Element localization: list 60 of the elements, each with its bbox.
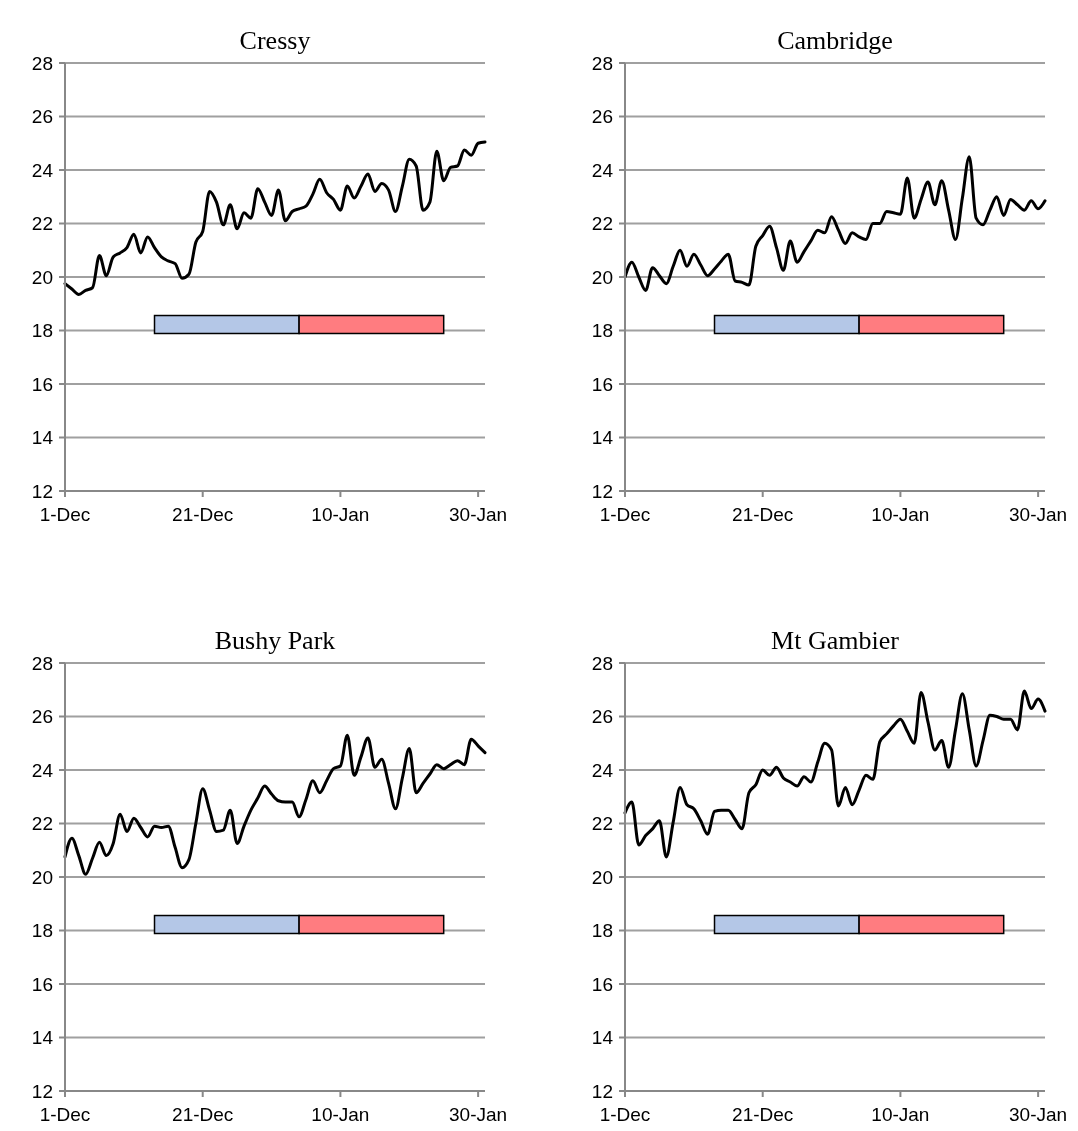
x-tick-label: 1-Dec xyxy=(599,1104,651,1125)
x-tick-label: 30-Jan xyxy=(1009,1104,1068,1125)
x-tick-label: 10-Jan xyxy=(311,1104,370,1125)
y-tick-label: 24 xyxy=(591,159,614,181)
y-tick-label: 24 xyxy=(591,759,614,781)
y-tick-label: 22 xyxy=(31,813,53,835)
line-series xyxy=(623,689,1047,859)
x-tick-label: 21-Dec xyxy=(732,504,794,525)
y-tick-label: 16 xyxy=(591,973,613,995)
y-tick-label: 22 xyxy=(31,213,53,235)
y-tick-label: 26 xyxy=(591,106,613,128)
y-tick-label: 12 xyxy=(31,480,53,502)
x-tick-label: 1-Dec xyxy=(599,504,651,525)
y-tick-label: 24 xyxy=(31,159,54,181)
y-tick-label: 12 xyxy=(591,1080,613,1102)
y-tick-label: 14 xyxy=(591,1027,614,1049)
y-tick-label: 20 xyxy=(591,266,613,288)
x-tick-label: 10-Jan xyxy=(871,1104,930,1125)
y-tick-label: 16 xyxy=(31,973,53,995)
y-tick-label: 20 xyxy=(31,866,53,888)
y-tick-label: 14 xyxy=(31,427,54,449)
x-tick-label: 30-Jan xyxy=(449,504,508,525)
y-tick-label: 26 xyxy=(31,106,53,128)
y-tick-label: 18 xyxy=(31,920,53,942)
y-tick-label: 24 xyxy=(31,759,54,781)
x-tick-label: 21-Dec xyxy=(732,1104,794,1125)
chart-title: Bushy Park xyxy=(214,626,336,655)
x-tick-label: 1-Dec xyxy=(39,504,91,525)
y-tick-label: 12 xyxy=(591,480,613,502)
y-tick-label: 16 xyxy=(591,373,613,395)
y-tick-label: 16 xyxy=(31,373,53,395)
y-tick-label: 14 xyxy=(591,427,614,449)
y-tick-label: 26 xyxy=(591,706,613,728)
x-tick-label: 21-Dec xyxy=(172,504,234,525)
y-tick-label: 20 xyxy=(31,266,53,288)
chart-title: Cambridge xyxy=(777,26,893,55)
x-tick-label: 30-Jan xyxy=(1009,504,1068,525)
y-tick-label: 12 xyxy=(31,1080,53,1102)
y-tick-label: 28 xyxy=(31,52,53,74)
chart-title: Mt Gambier xyxy=(771,626,900,655)
x-tick-label: 30-Jan xyxy=(449,1104,508,1125)
line-series xyxy=(63,733,487,876)
y-tick-label: 28 xyxy=(31,652,53,674)
y-tick-label: 28 xyxy=(591,52,613,74)
y-tick-label: 22 xyxy=(591,213,613,235)
chart-title: Cressy xyxy=(239,26,311,55)
x-tick-label: 10-Jan xyxy=(871,504,930,525)
y-tick-label: 22 xyxy=(591,813,613,835)
y-tick-label: 18 xyxy=(31,320,53,342)
y-tick-label: 18 xyxy=(591,920,613,942)
line-series xyxy=(63,140,487,296)
x-tick-label: 10-Jan xyxy=(311,504,370,525)
y-tick-label: 20 xyxy=(591,866,613,888)
y-tick-label: 28 xyxy=(591,652,613,674)
y-tick-label: 14 xyxy=(31,1027,54,1049)
line-series xyxy=(623,155,1047,292)
y-tick-label: 18 xyxy=(591,320,613,342)
x-tick-label: 1-Dec xyxy=(39,1104,91,1125)
y-tick-label: 26 xyxy=(31,706,53,728)
x-tick-label: 21-Dec xyxy=(172,1104,234,1125)
